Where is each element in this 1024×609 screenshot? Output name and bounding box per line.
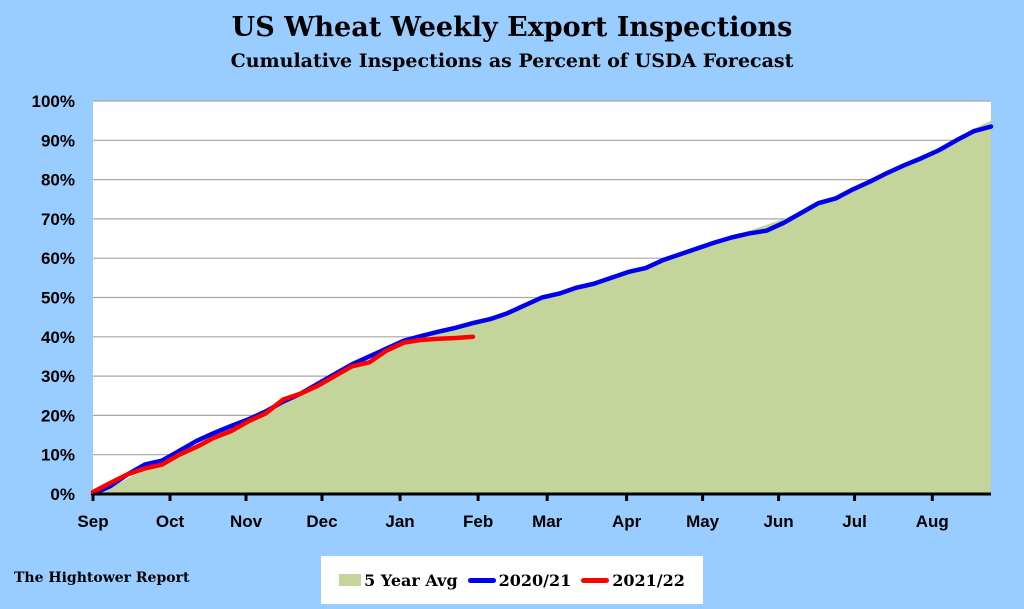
x-tick-label: Sep	[77, 512, 108, 531]
y-tick-label: 70%	[41, 210, 75, 229]
y-tick-label: 50%	[41, 289, 75, 308]
line-series-2020-21	[90, 124, 994, 497]
y-tick-label: 60%	[41, 249, 75, 268]
x-tick-label: Jun	[763, 512, 793, 531]
y-tick-label: 20%	[41, 406, 75, 425]
y-tick-label: 10%	[41, 446, 75, 465]
y-tick-label: 90%	[41, 131, 75, 150]
chart-title: US Wheat Weekly Export Inspections	[231, 12, 793, 43]
legend-label-2021: 2021/22	[612, 570, 685, 590]
y-tick-label: 80%	[41, 171, 75, 190]
footer-source: The Hightower Report	[14, 570, 190, 586]
area-series-5yr-avg	[93, 120, 991, 495]
x-tick-label: Jan	[385, 512, 414, 531]
y-tick-label: 30%	[41, 367, 75, 386]
x-tick-label: Apr	[612, 512, 642, 531]
legend-item-5yr: 5 Year Avg	[339, 571, 458, 590]
legend-swatch-5yr	[339, 574, 362, 586]
x-tick-label: Oct	[156, 512, 185, 531]
legend-item-2021: 2021/22	[581, 571, 685, 590]
y-tick-label: 40%	[41, 328, 75, 347]
y-tick-label: 0%	[50, 485, 75, 504]
legend-label-5yr: 5 Year Avg	[364, 570, 458, 590]
legend-swatch-2021	[581, 577, 610, 583]
x-tick-label: Mar	[532, 512, 563, 531]
line-series-2021-22	[90, 334, 476, 495]
y-tick-label: 100%	[32, 92, 75, 111]
legend: 5 Year Avg 2020/21 2021/22	[321, 556, 703, 604]
legend-item-2020: 2020/21	[467, 570, 572, 590]
x-tick-label: Aug	[916, 512, 949, 531]
x-tick-label: May	[686, 512, 720, 531]
x-tick-label: Jul	[842, 512, 867, 531]
x-tick-label: Dec	[306, 512, 337, 531]
x-tick-label: Feb	[463, 512, 493, 531]
x-tick-label: Nov	[230, 512, 263, 531]
legend-swatch-2020	[467, 577, 496, 583]
chart-subtitle: Cumulative Inspections as Percent of USD…	[230, 50, 794, 72]
legend-label-2020: 2020/21	[498, 570, 572, 590]
